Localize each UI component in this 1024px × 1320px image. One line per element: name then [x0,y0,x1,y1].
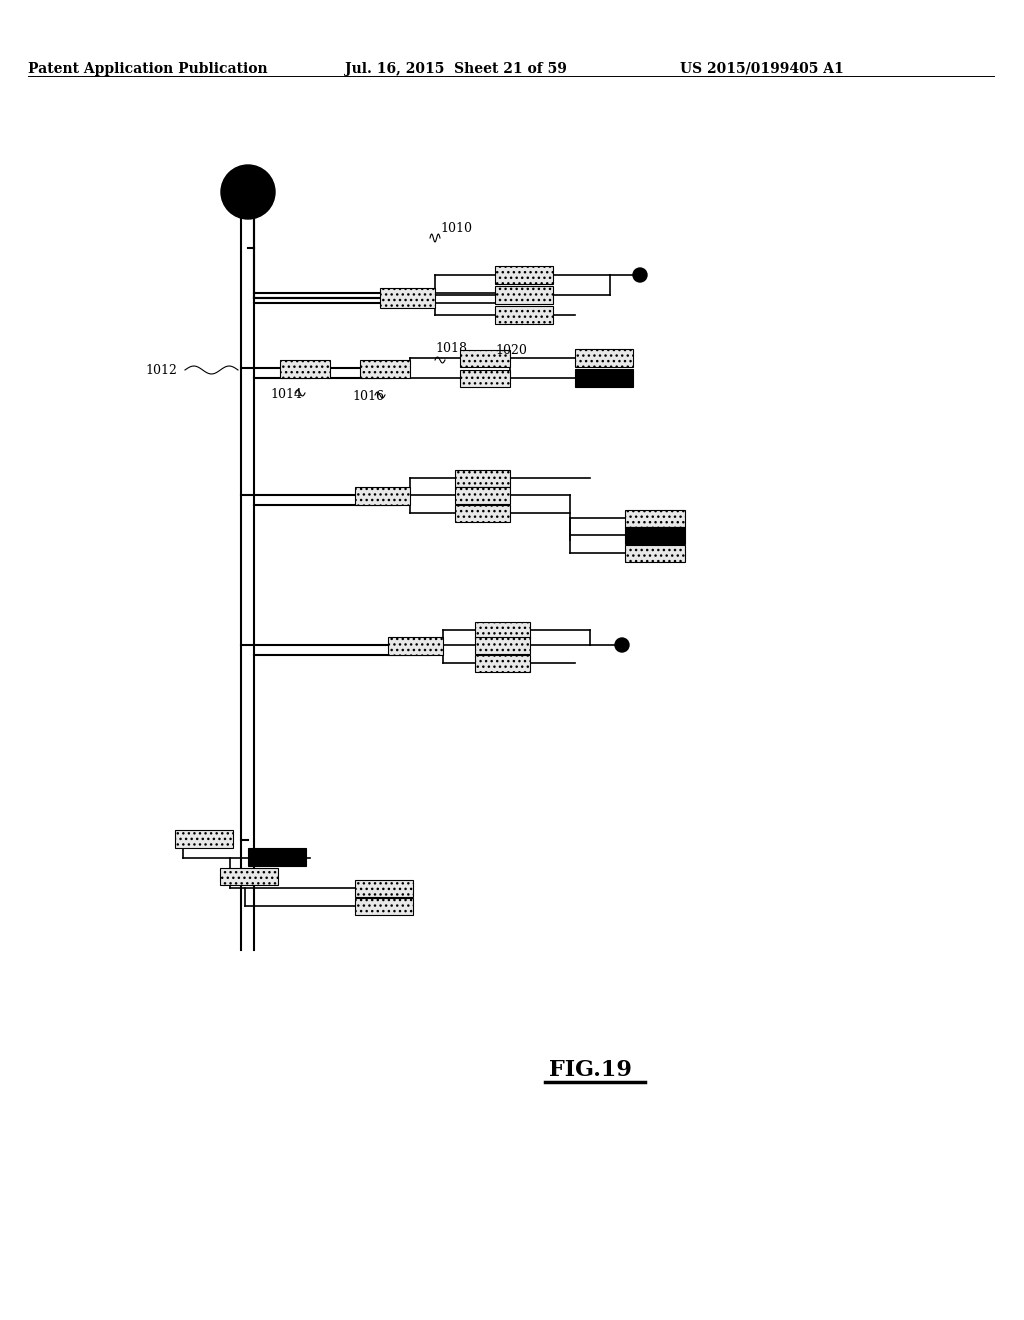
Bar [475,638,530,653]
Bar [495,267,553,284]
Bar [475,655,530,672]
Bar [575,348,633,367]
Bar [625,510,685,527]
Text: Jul. 16, 2015  Sheet 21 of 59: Jul. 16, 2015 Sheet 21 of 59 [345,62,567,77]
Circle shape [633,268,647,282]
Bar [575,370,633,387]
Circle shape [615,638,629,652]
Text: 1016: 1016 [352,391,384,404]
Bar [455,487,510,504]
Bar [355,487,410,506]
Bar [220,869,278,884]
Bar [355,880,413,898]
Bar [460,350,510,367]
Bar [355,898,413,915]
Text: 1020: 1020 [495,343,527,356]
Bar [460,370,510,387]
Bar [248,847,306,866]
Bar [360,360,410,378]
Circle shape [221,165,275,219]
Bar [495,286,553,304]
Text: FIG.19: FIG.19 [549,1059,632,1081]
Text: US 2015/0199405 A1: US 2015/0199405 A1 [680,62,844,77]
Bar [625,545,685,562]
Bar [455,506,510,521]
Bar [380,288,435,308]
Text: Patent Application Publication: Patent Application Publication [28,62,267,77]
Text: 1018: 1018 [435,342,467,355]
Bar [280,360,330,378]
Bar [455,470,510,487]
Bar [388,638,443,655]
Text: 1012: 1012 [145,363,177,376]
Text: 1014: 1014 [270,388,302,401]
Bar [495,306,553,323]
Bar [475,622,530,639]
Bar [175,830,233,847]
Text: 1010: 1010 [440,222,472,235]
Bar [625,527,685,544]
